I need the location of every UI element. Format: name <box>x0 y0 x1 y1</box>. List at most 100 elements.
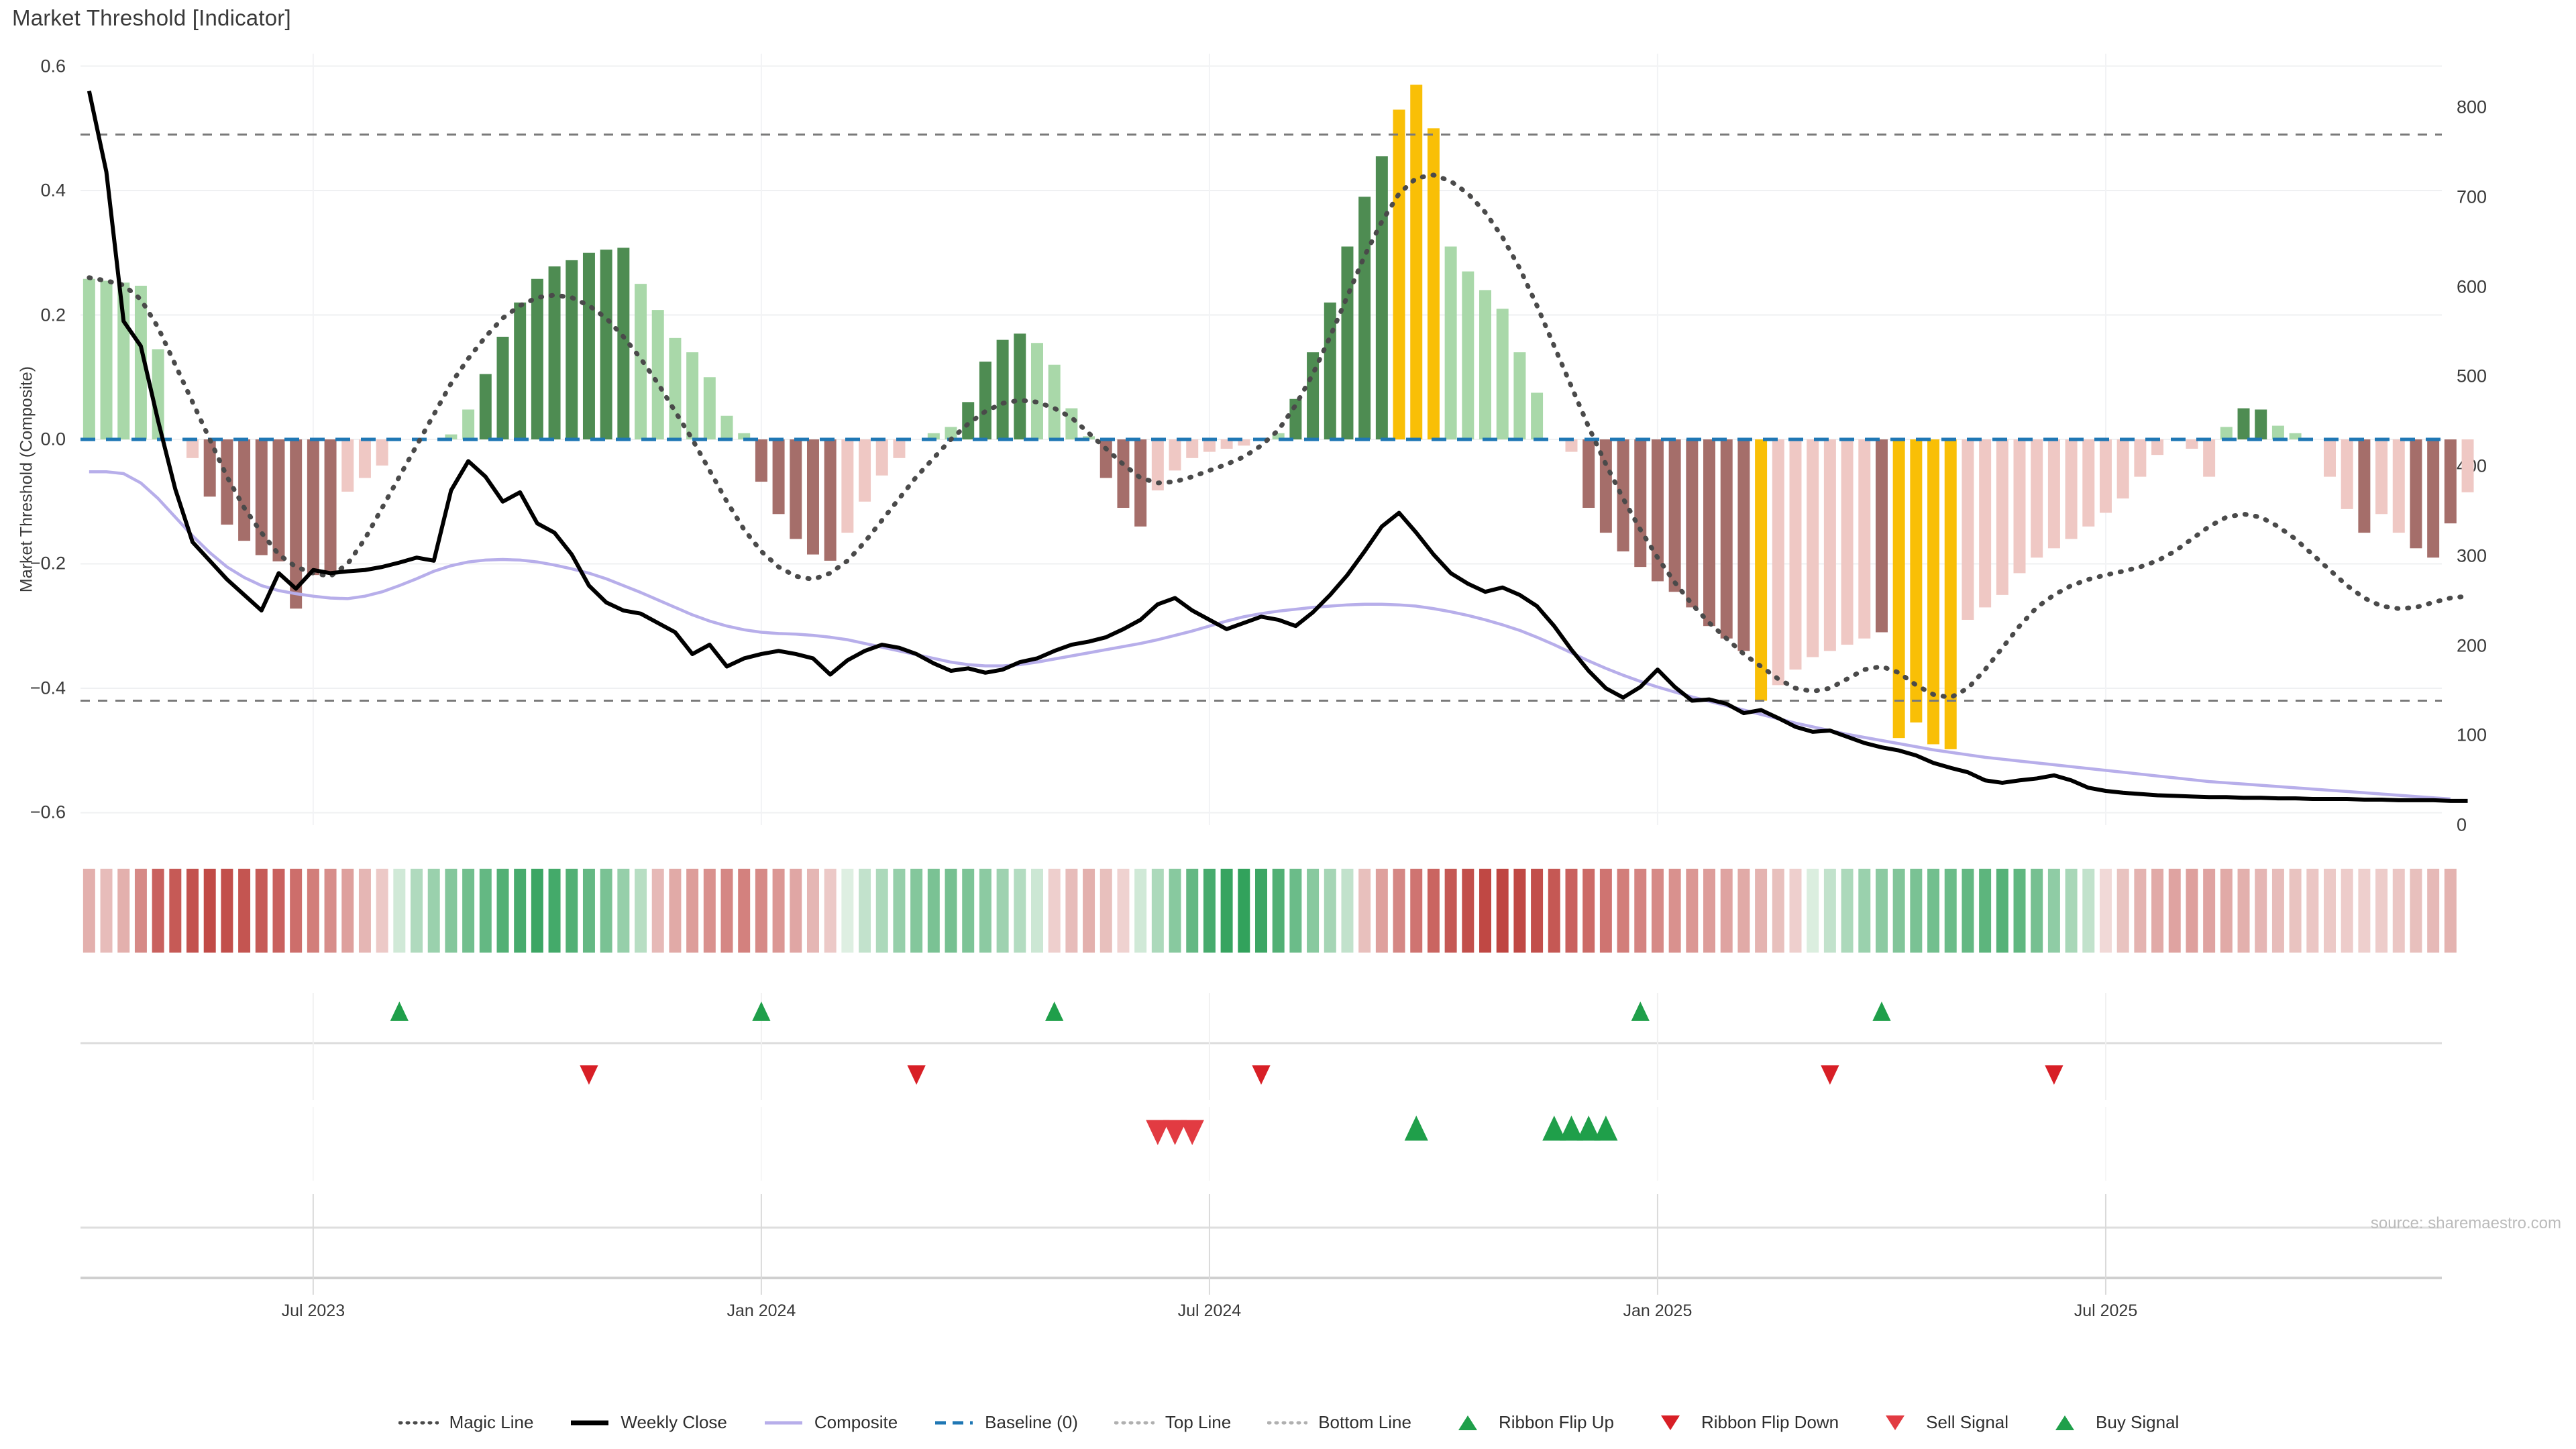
ribbon-cell <box>1427 869 1440 953</box>
ribbon-cell <box>600 869 612 953</box>
x-axis-tick-label: Jan 2025 <box>1623 1301 1693 1320</box>
histogram-bar <box>117 282 130 439</box>
histogram-bar <box>1927 439 1940 745</box>
ribbon-cell <box>2031 869 2043 953</box>
legend-dotted-line-icon <box>1113 1416 1156 1430</box>
histogram-bar <box>1841 439 1854 645</box>
ribbon-cell <box>1720 869 1733 953</box>
ribbon-cell <box>1841 869 1854 953</box>
histogram-bar <box>341 439 354 492</box>
legend-item[interactable]: Magic Line <box>397 1412 533 1433</box>
histogram-bar <box>514 302 527 439</box>
histogram-bar <box>1427 128 1440 439</box>
ribbon-cell <box>1823 869 1836 953</box>
ribbon-cell <box>703 869 716 953</box>
ribbon-cell <box>2151 869 2164 953</box>
histogram-bar <box>979 362 991 439</box>
histogram-bar <box>2375 439 2388 515</box>
ribbon-cell <box>203 869 216 953</box>
ribbon-cell <box>2358 869 2371 953</box>
ribbon-cell <box>2392 869 2405 953</box>
histogram-bar <box>358 439 371 478</box>
histogram-bar <box>1030 343 1043 439</box>
histogram-bar <box>462 409 475 439</box>
histogram-bar <box>152 349 164 439</box>
legend-item-label: Top Line <box>1165 1412 1232 1432</box>
ribbon-cell <box>134 869 147 953</box>
histogram-bar <box>2151 439 2164 455</box>
ribbon-cell <box>1014 869 1026 953</box>
histogram-bar <box>2047 439 2060 549</box>
histogram-bar <box>83 278 95 439</box>
x-axis-tick-label: Jul 2023 <box>281 1301 345 1320</box>
ribbon-cell <box>1099 869 1112 953</box>
ribbon-cell <box>1393 869 1405 953</box>
ribbon-cell <box>2168 869 2181 953</box>
ribbon-cell <box>1910 869 1923 953</box>
ribbon-cell <box>255 869 268 953</box>
y-axis-tick-label: 0.0 <box>40 429 66 449</box>
ribbon-cell <box>1875 869 1888 953</box>
legend-item[interactable]: Baseline (0) <box>932 1412 1078 1433</box>
histogram-bar <box>2186 439 2198 449</box>
legend-item[interactable]: Top Line <box>1113 1412 1231 1433</box>
source-note: source: sharemaestro.com <box>2370 1214 2561 1232</box>
legend-item[interactable]: Composite <box>762 1412 898 1433</box>
histogram-bar <box>755 439 767 482</box>
legend-solid-line-icon <box>568 1416 611 1430</box>
ribbon-cell <box>1324 869 1336 953</box>
ribbon-cell <box>2220 869 2233 953</box>
ribbon-cell <box>1272 869 1285 953</box>
ribbon-cell <box>2065 869 2078 953</box>
page-title: Market Threshold [Indicator] <box>12 5 291 30</box>
y-axis-tick-label: −0.4 <box>30 678 66 698</box>
ribbon-cell <box>2341 869 2353 953</box>
histogram-bar <box>2237 408 2250 439</box>
ribbon-cell <box>427 869 440 953</box>
ribbon-cell <box>1858 869 1871 953</box>
histogram-bar <box>1823 439 1836 651</box>
ribbon-cell <box>1513 869 1526 953</box>
histogram-bar <box>806 439 819 555</box>
ribbon-cell <box>1083 869 1095 953</box>
histogram-bar <box>1668 439 1681 592</box>
histogram-bar <box>134 285 147 439</box>
ribbon-cell <box>1979 869 1992 953</box>
ribbon-cell <box>1238 869 1250 953</box>
legend-item[interactable]: Ribbon Flip Up <box>1446 1412 1614 1433</box>
ribbon-cell <box>979 869 991 953</box>
legend-triangle-down-icon <box>1649 1415 1692 1430</box>
weekly-close-line <box>87 91 2468 803</box>
legend-item[interactable]: Buy Signal <box>2043 1412 2179 1433</box>
ribbon-cell <box>1203 869 1216 953</box>
legend-item[interactable]: Ribbon Flip Down <box>1649 1412 1839 1433</box>
legend-item[interactable]: Sell Signal <box>1874 1412 2008 1433</box>
chart-legend: Magic Line Weekly Close Composite Baseline … <box>0 1412 2576 1433</box>
histogram-bar <box>2203 439 2216 477</box>
ribbon-cell <box>152 869 164 953</box>
histogram-bar <box>479 374 492 439</box>
y-axis-right-tick-label: 800 <box>2457 97 2487 117</box>
ribbon-flip-up-marker <box>1045 1002 1064 1021</box>
histogram-bar <box>2134 439 2147 477</box>
ribbon-cell <box>1462 869 1474 953</box>
ribbon-cell <box>411 869 423 953</box>
ribbon-cell <box>1151 869 1164 953</box>
legend-item[interactable]: Bottom Line <box>1266 1412 1411 1433</box>
histogram-bar <box>1686 439 1699 608</box>
ribbon-cell <box>272 869 285 953</box>
histogram-bar <box>1496 309 1509 439</box>
ribbon-cell <box>1565 869 1578 953</box>
ribbon-cell <box>720 869 733 953</box>
histogram-bar <box>617 248 630 439</box>
legend-triangle-up-icon <box>2043 1415 2086 1430</box>
legend-item-label: Buy Signal <box>2096 1412 2180 1432</box>
ribbon-cell <box>1186 869 1199 953</box>
ribbon-cell <box>307 869 319 953</box>
ribbon-cell <box>1807 869 1819 953</box>
histogram-bar <box>1134 439 1147 527</box>
histogram-bar <box>2013 439 2026 574</box>
legend-item[interactable]: Weekly Close <box>568 1412 727 1433</box>
ribbon-cell <box>841 869 854 953</box>
